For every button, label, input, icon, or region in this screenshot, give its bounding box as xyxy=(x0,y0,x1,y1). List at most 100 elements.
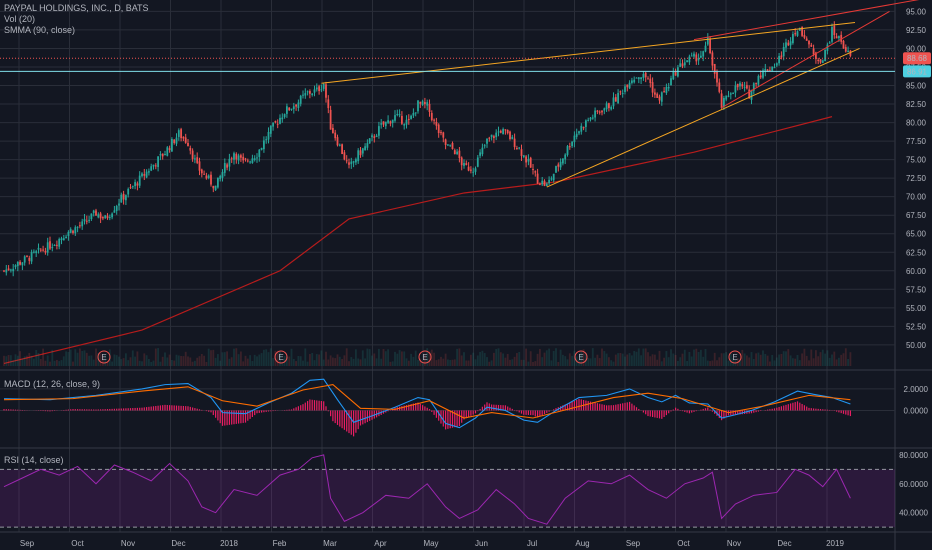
volume-bar xyxy=(796,354,799,366)
volume-bar xyxy=(237,354,240,366)
candle xyxy=(281,117,284,120)
volume-bar xyxy=(442,358,445,366)
volume-bar xyxy=(134,356,136,366)
volume-bar xyxy=(598,358,601,366)
trendline-wedge-upper xyxy=(693,0,920,41)
candle xyxy=(228,158,231,167)
volume-bar xyxy=(681,353,684,366)
volume-bar xyxy=(81,350,84,366)
volume-bar xyxy=(757,352,760,366)
volume-bar xyxy=(329,355,332,366)
candle xyxy=(741,84,744,87)
volume-bar xyxy=(589,358,592,366)
volume-bar xyxy=(651,354,654,366)
candle xyxy=(51,247,54,249)
candle xyxy=(318,86,320,92)
earnings-marker xyxy=(728,350,742,364)
volume-bar xyxy=(614,354,617,366)
candle xyxy=(387,120,389,123)
volume-bar xyxy=(810,349,813,366)
candle xyxy=(148,171,150,173)
volume-bar xyxy=(378,348,380,366)
candle xyxy=(223,163,226,173)
volume-bar xyxy=(355,349,357,366)
x-tick-label: Sep xyxy=(626,539,641,548)
earnings-marker xyxy=(574,350,588,364)
candle xyxy=(573,135,576,143)
candle xyxy=(274,121,277,123)
volume-bar xyxy=(168,354,171,366)
volume-bar xyxy=(51,349,54,366)
candle xyxy=(65,236,67,239)
volume-bar xyxy=(375,358,378,366)
candle xyxy=(608,103,610,109)
candle xyxy=(120,194,123,203)
volume-bar xyxy=(548,348,550,366)
x-tick-label: Mar xyxy=(323,539,337,548)
volume-bar xyxy=(785,351,787,366)
candle xyxy=(637,77,640,80)
candle xyxy=(672,71,675,80)
candle xyxy=(14,265,17,268)
candle xyxy=(244,158,247,160)
candle xyxy=(649,78,652,83)
volume-bar xyxy=(125,353,127,366)
candle xyxy=(150,166,153,171)
candle xyxy=(152,164,155,167)
candle xyxy=(430,112,433,121)
candle xyxy=(16,262,19,267)
candle xyxy=(488,137,491,139)
volume-bar xyxy=(559,349,562,366)
candle xyxy=(30,251,33,262)
candle xyxy=(125,195,127,201)
volume-bar xyxy=(591,348,594,366)
candle xyxy=(467,166,470,171)
macd-legend: MACD (12, 26, close, 9) xyxy=(4,379,101,389)
candle xyxy=(251,158,254,163)
volume-bar xyxy=(545,350,548,366)
volume-bar xyxy=(368,349,371,366)
volume-bar xyxy=(384,351,387,366)
candle xyxy=(729,93,732,95)
candle xyxy=(428,103,431,112)
candle xyxy=(792,34,794,44)
volume-bar xyxy=(522,359,525,366)
volume-bar xyxy=(122,358,125,366)
candle xyxy=(72,230,74,233)
volume-bar xyxy=(30,355,33,366)
candle xyxy=(177,130,180,137)
candle xyxy=(33,251,35,253)
volume-bar xyxy=(617,353,619,366)
volume-bar xyxy=(42,348,44,366)
volume-bar xyxy=(217,354,219,366)
volume-bar xyxy=(789,355,792,366)
candle xyxy=(279,117,281,124)
volume-bar xyxy=(88,355,90,366)
candle xyxy=(28,257,31,261)
candle xyxy=(21,262,24,266)
volume-bar xyxy=(624,356,626,366)
volume-bar xyxy=(819,352,822,366)
volume-bar xyxy=(840,354,843,366)
volume-bar xyxy=(509,359,511,366)
volume-bar xyxy=(249,355,251,366)
candle xyxy=(175,137,178,144)
volume-bar xyxy=(106,361,109,366)
candle xyxy=(578,131,580,134)
candle xyxy=(180,129,182,139)
candle xyxy=(640,77,642,80)
candle xyxy=(442,132,445,138)
volume-bar xyxy=(320,350,323,366)
volume-bar xyxy=(805,355,808,366)
candle xyxy=(90,213,93,220)
candle xyxy=(226,164,228,168)
volume-bar xyxy=(56,359,58,366)
volume-bar xyxy=(407,360,410,366)
candle xyxy=(260,148,263,150)
candle xyxy=(341,144,343,155)
volume-bar xyxy=(628,353,631,366)
price-tick-label: 77.50 xyxy=(906,137,927,146)
volume-bar xyxy=(302,360,304,366)
x-tick-label: Nov xyxy=(727,539,741,548)
